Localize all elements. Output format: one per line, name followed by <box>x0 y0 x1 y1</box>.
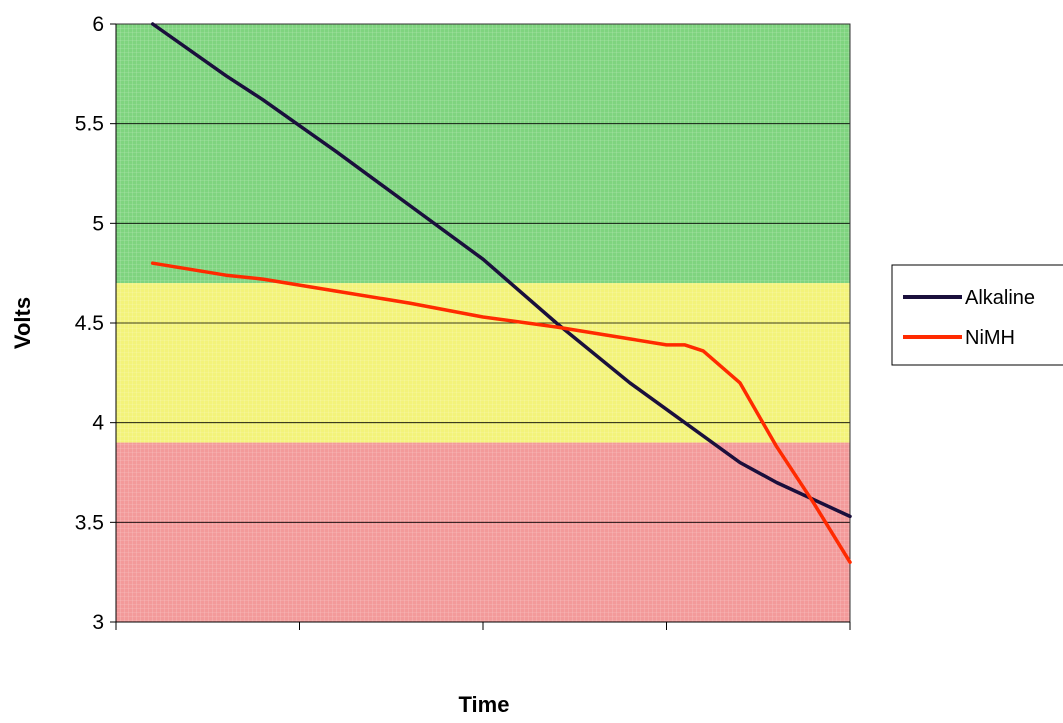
y-axis-title: Volts <box>10 297 35 349</box>
y-tick-label: 4.5 <box>75 312 104 335</box>
y-tick-label: 3.5 <box>75 511 104 534</box>
y-tick-label: 5.5 <box>75 113 104 136</box>
band-texture-2 <box>116 442 850 622</box>
series-line-alkaline <box>150 22 852 519</box>
band-texture-1 <box>116 283 850 443</box>
y-tick-label: 5 <box>92 212 104 235</box>
axes <box>110 23 851 630</box>
y-tick-label: 6 <box>92 13 104 36</box>
y-tick-labels: 3 3.5 4 4.5 5 5.5 6 <box>75 13 105 634</box>
legend-box <box>891 264 1063 366</box>
y-tick-label: 3 <box>92 611 104 634</box>
x-axis-title: Time <box>459 692 510 717</box>
band-texture-0 <box>116 24 850 284</box>
legend-label-nimh: NiMH <box>965 327 1015 349</box>
background-bands <box>116 24 850 622</box>
series-lines <box>150 22 852 564</box>
legend-label-alkaline: Alkaline <box>965 287 1035 309</box>
series-line-nimh <box>150 261 852 564</box>
legend: Alkaline NiMH <box>891 264 1063 366</box>
y-tick-label: 4 <box>92 412 104 435</box>
